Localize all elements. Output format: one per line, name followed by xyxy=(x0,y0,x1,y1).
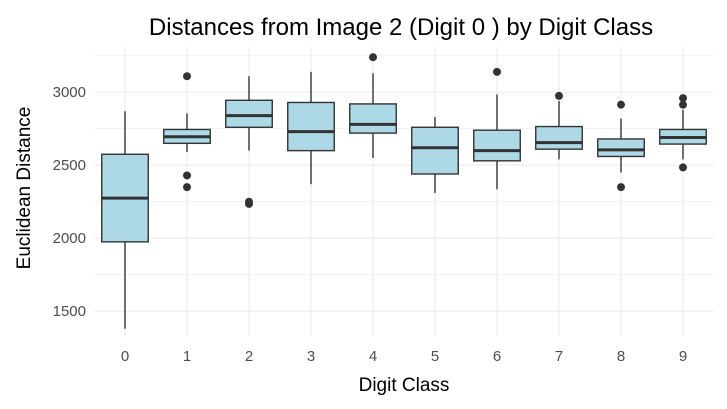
x-tick-label: 4 xyxy=(369,348,377,365)
box-group-6 xyxy=(473,67,521,190)
x-tick-label: 8 xyxy=(617,348,625,365)
box-group-5 xyxy=(411,117,459,193)
y-tick-label: 3000 xyxy=(53,84,86,101)
iqr-box xyxy=(225,99,273,128)
x-tick-label: 5 xyxy=(431,348,439,365)
iqr-box xyxy=(597,138,645,158)
outlier-point xyxy=(369,53,377,62)
box-group-7 xyxy=(535,91,583,160)
outlier-point xyxy=(183,171,191,180)
iqr-box xyxy=(473,129,521,162)
x-tick-label: 6 xyxy=(493,348,501,365)
iqr-box xyxy=(411,126,459,175)
outlier-point xyxy=(617,100,625,109)
box-group-2 xyxy=(225,76,273,208)
outlier-point xyxy=(679,163,687,172)
box-group-8 xyxy=(597,100,645,192)
grid-lines xyxy=(94,47,714,336)
y-tick-label: 2000 xyxy=(53,230,86,247)
iqr-box xyxy=(349,103,397,134)
box-group-1 xyxy=(163,72,211,192)
box-series xyxy=(101,53,707,329)
box-group-3 xyxy=(287,71,335,185)
outlier-point xyxy=(555,91,563,100)
axis-ticks: 1500 2000 2500 3000 0 1 2 3 4 5 6 7 8 9 xyxy=(53,84,688,365)
outlier-point xyxy=(493,67,501,76)
outlier-point xyxy=(679,94,687,103)
y-tick-label: 1500 xyxy=(53,303,86,320)
outlier-point xyxy=(183,72,191,81)
x-tick-label: 2 xyxy=(245,348,253,365)
outlier-point xyxy=(183,183,191,192)
x-tick-label: 7 xyxy=(555,348,563,365)
iqr-box xyxy=(535,125,583,150)
outlier-point xyxy=(679,100,687,109)
y-axis-title: Euclidean Distance xyxy=(14,107,35,270)
x-axis-title: Digit Class xyxy=(359,375,450,396)
outlier-point xyxy=(245,199,253,208)
x-tick-label: 0 xyxy=(121,348,129,365)
y-tick-label: 2500 xyxy=(53,157,86,174)
box-group-9 xyxy=(659,94,707,172)
iqr-box xyxy=(287,101,335,152)
x-tick-label: 3 xyxy=(307,348,315,365)
chart-title: Distances from Image 2 (Digit 0 ) by Dig… xyxy=(149,14,653,41)
outlier-point xyxy=(617,183,625,192)
box-group-4 xyxy=(349,53,397,158)
x-tick-label: 1 xyxy=(183,348,191,365)
x-tick-label: 9 xyxy=(679,348,687,365)
box-group-0 xyxy=(101,111,149,329)
